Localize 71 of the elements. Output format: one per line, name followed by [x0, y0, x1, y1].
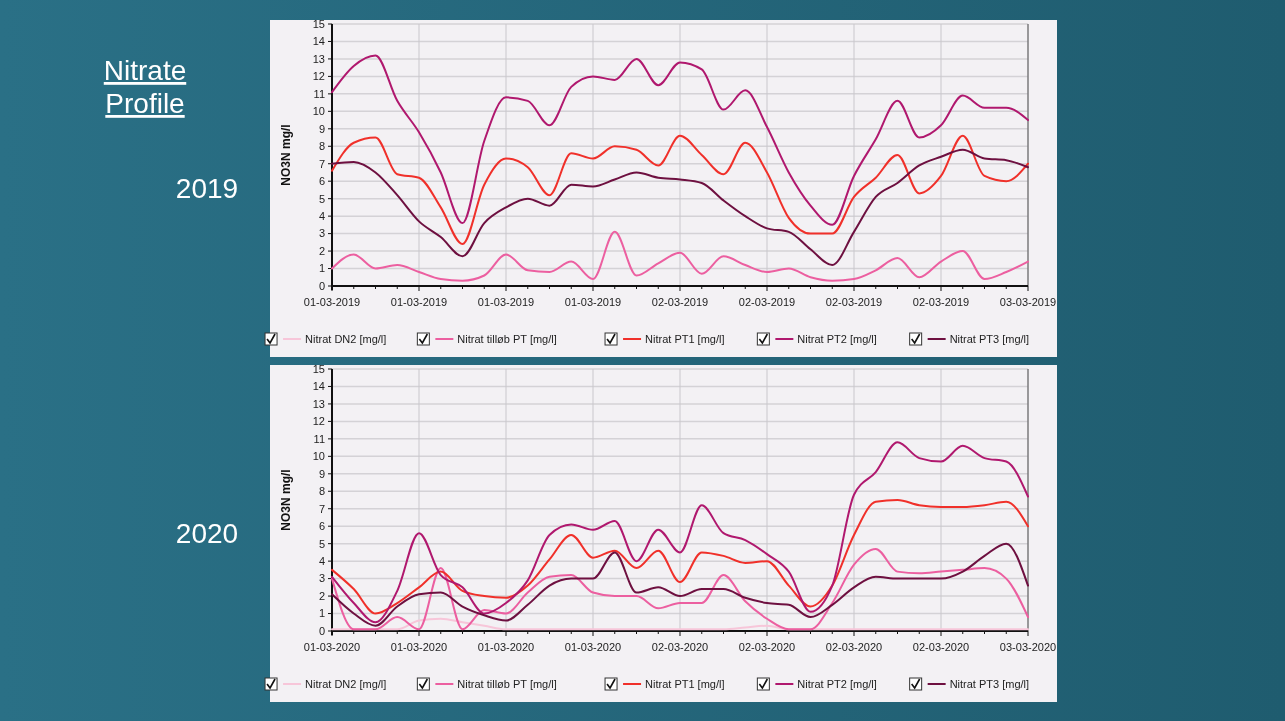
legend-label: Nitrat DN2 [mg/l]: [305, 332, 387, 345]
y-tick-label: 2: [318, 244, 325, 257]
legend-label: Nitrat PT2 [mg/l]: [797, 332, 877, 345]
y-tick-label: 8: [318, 140, 325, 153]
y-tick-label: 10: [312, 450, 325, 463]
y-tick-label: 15: [312, 17, 325, 30]
y-axis-title: NO3N mg/l: [279, 124, 293, 186]
x-tick-label: 02-03-2019: [738, 296, 796, 308]
x-tick-label: 02-03-2019: [912, 296, 970, 308]
y-tick-label: 7: [318, 502, 325, 515]
legend-label: Nitrat PT1 [mg/l]: [645, 677, 725, 690]
y-axis-title: NO3N mg/l: [279, 469, 293, 531]
legend-label: Nitrat PT1 [mg/l]: [645, 332, 725, 345]
x-tick-label: 02-03-2020: [738, 641, 796, 653]
y-tick-label: 0: [318, 279, 325, 292]
text: 2019: [175, 173, 239, 204]
y-tick-label: 1: [318, 607, 325, 620]
legend-label: Nitrat PT2 [mg/l]: [797, 677, 877, 690]
y-tick-label: 3: [318, 572, 325, 585]
y-tick-label: 15: [312, 362, 325, 375]
y-tick-label: 10: [312, 105, 325, 118]
x-tick-label: 01-03-2019: [564, 296, 622, 308]
y-tick-label: 12: [312, 415, 325, 428]
y-tick-label: 14: [312, 380, 325, 393]
y-tick-label: 9: [318, 467, 325, 480]
x-tick-label: 01-03-2020: [390, 641, 448, 653]
legend-label: Nitrat DN2 [mg/l]: [305, 677, 387, 690]
line-series: [331, 54, 1029, 226]
line-series: [331, 499, 1029, 615]
y-tick-label: 0: [318, 624, 325, 637]
x-tick-label: 03-03-2019: [999, 296, 1057, 308]
x-tick-label: 02-03-2020: [651, 641, 709, 653]
y-tick-label: 7: [318, 157, 325, 170]
y-tick-label: 5: [318, 192, 325, 205]
y-tick-label: 4: [318, 554, 325, 567]
x-tick-label: 01-03-2020: [303, 641, 361, 653]
y-tick-label: 5: [318, 537, 325, 550]
y-tick-label: 14: [312, 35, 325, 48]
line-series: [331, 441, 1029, 624]
y-tick-label: 4: [318, 209, 325, 222]
y-tick-label: 11: [313, 432, 325, 445]
y-tick-label: 9: [318, 122, 325, 135]
y-tick-label: 1: [318, 262, 325, 275]
x-tick-label: 02-03-2020: [825, 641, 883, 653]
legend-label: Nitrat PT3 [mg/l]: [949, 677, 1030, 690]
x-tick-label: 02-03-2020: [912, 641, 970, 653]
y-tick-label: 13: [312, 397, 325, 410]
line-series: [331, 148, 1029, 267]
y-tick-label: 11: [313, 87, 325, 100]
x-tick-label: 02-03-2019: [825, 296, 883, 308]
y-tick-label: 8: [318, 485, 325, 498]
y-tick-label: 6: [318, 175, 325, 188]
legend-label: Nitrat tilløb PT [mg/l]: [457, 677, 557, 690]
x-tick-label: 02-03-2019: [651, 296, 709, 308]
x-tick-label: 01-03-2019: [390, 296, 448, 308]
x-tick-label: 03-03-2020: [999, 641, 1057, 653]
y-tick-label: 12: [312, 70, 325, 83]
y-tick-label: 6: [318, 520, 325, 533]
legend-label: Nitrat tilløb PT [mg/l]: [457, 332, 557, 345]
text: Nitrate Profile: [103, 55, 187, 119]
legend-label: Nitrat PT3 [mg/l]: [949, 332, 1030, 345]
y-tick-label: 3: [318, 227, 325, 240]
x-tick-label: 01-03-2020: [477, 641, 535, 653]
x-tick-label: 01-03-2020: [564, 641, 622, 653]
x-tick-label: 01-03-2019: [477, 296, 535, 308]
text: 2020: [175, 518, 239, 549]
x-tick-label: 01-03-2019: [303, 296, 361, 308]
y-tick-label: 2: [318, 589, 325, 602]
line-series: [331, 230, 1029, 282]
line-series: [331, 134, 1029, 246]
y-tick-label: 13: [312, 52, 325, 65]
